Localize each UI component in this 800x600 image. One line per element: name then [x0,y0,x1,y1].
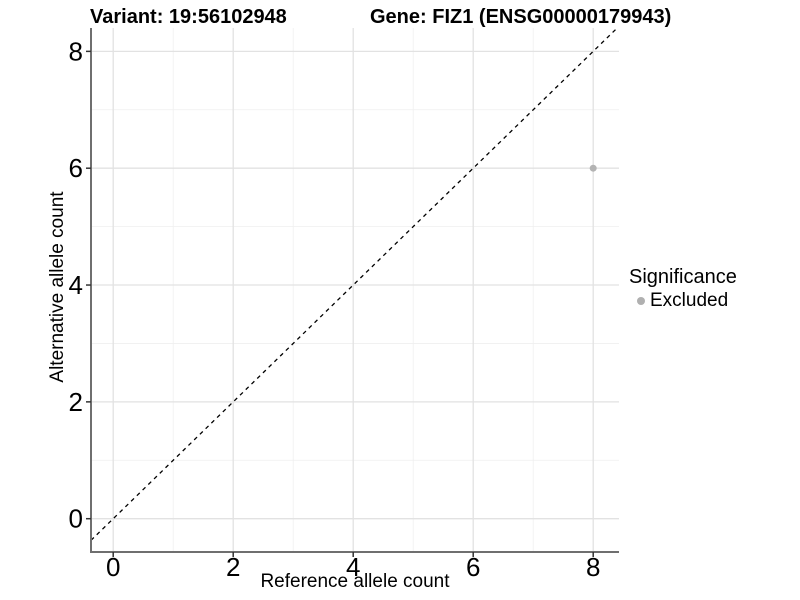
legend-point-icon [637,297,645,305]
gene-title: Gene: FIZ1 (ENSG00000179943) [370,6,672,28]
x-tick-label: 0 [106,552,120,582]
legend: Significance Excluded [627,266,737,312]
x-tick-label: 8 [586,552,600,582]
y-tick-label: 6 [69,153,83,183]
data-point [589,164,597,172]
x-tick-label: 4 [346,552,360,582]
y-tick-label: 8 [69,36,83,66]
identity-line [90,27,618,541]
y-axis-title: Alternative allele count [47,191,68,383]
y-tick-label: 2 [69,387,83,417]
x-tick-label: 6 [466,552,480,582]
y-tick-label: 0 [69,504,83,534]
variant-title: Variant: 19:56102948 [90,6,287,28]
x-tick-label: 2 [226,552,240,582]
legend-title: Significance [629,266,737,288]
x-axis-title: Reference allele count [260,571,450,592]
legend-entry-label: Excluded [650,290,729,311]
y-tick-label: 4 [69,270,83,300]
legend-entry-excluded: Excluded [637,290,737,312]
